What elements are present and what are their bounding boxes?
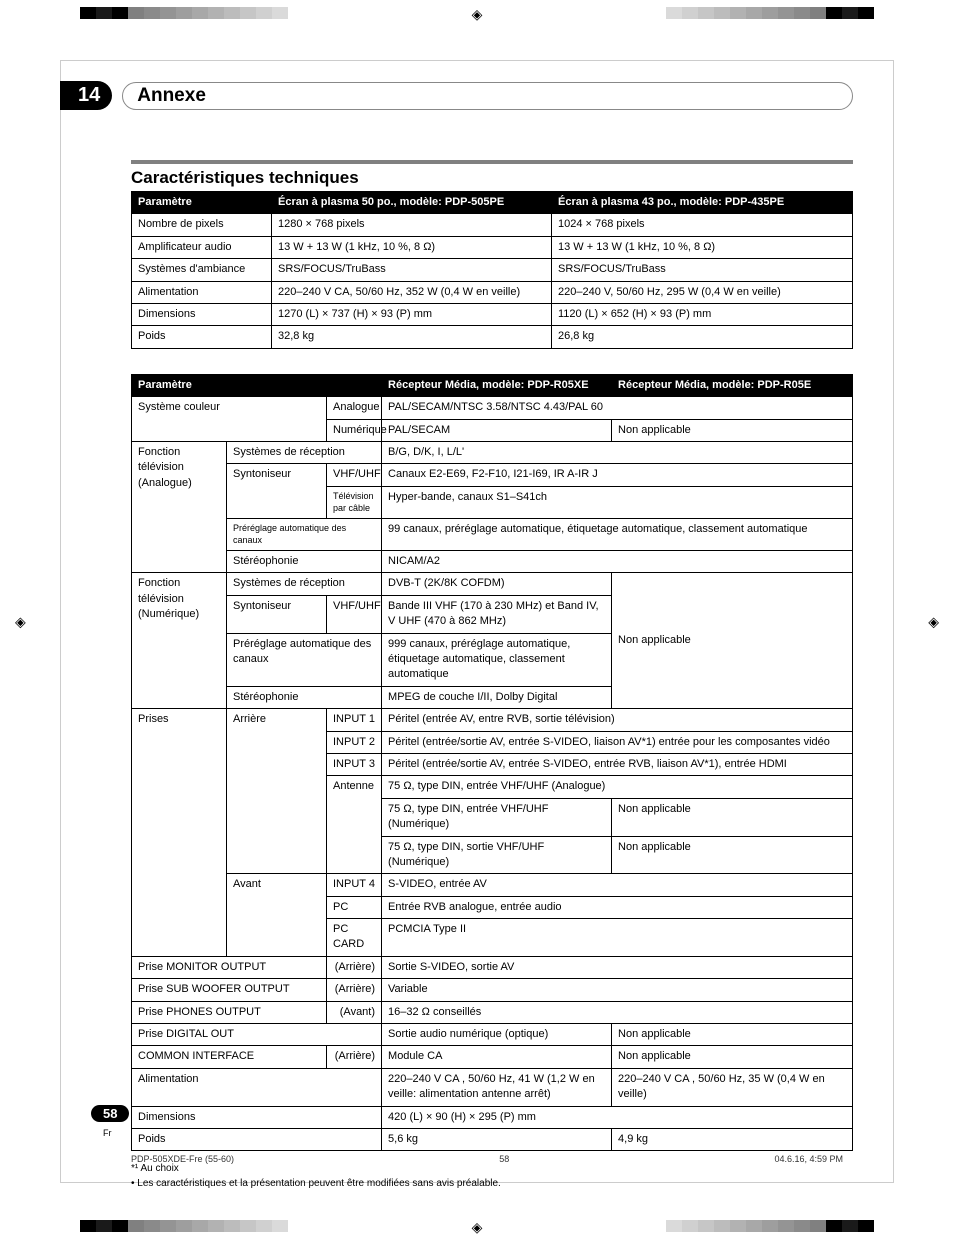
chapter-title: Annexe — [122, 82, 853, 110]
table-header-row: Paramètre Écran à plasma 50 po., modèle:… — [132, 192, 853, 214]
th-param: Paramètre — [132, 374, 382, 396]
footnote-2: • Les caractéristiques et la présentatio… — [131, 1176, 853, 1191]
table-row: Nombre de pixels1280 × 768 pixels1024 × … — [132, 214, 853, 236]
footer-page: 58 — [499, 1154, 509, 1164]
chapter-number: 14 — [60, 81, 112, 110]
table-row: Systèmes d'ambianceSRS/FOCUS/TruBassSRS/… — [132, 259, 853, 281]
th-r05e: Récepteur Média, modèle: PDP-R05E — [612, 374, 853, 396]
spec-table-plasma: Paramètre Écran à plasma 50 po., modèle:… — [131, 191, 853, 349]
side-mark-right: ◈ — [928, 613, 939, 630]
table-row: Dimensions1270 (L) × 737 (H) × 93 (P) mm… — [132, 303, 853, 325]
th-43: Écran à plasma 43 po., modèle: PDP-435PE — [552, 192, 853, 214]
footer-timestamp: 04.6.16, 4:59 PM — [774, 1154, 843, 1164]
chapter-header: 14 Annexe — [61, 81, 853, 110]
table-header-row: Paramètre Récepteur Média, modèle: PDP-R… — [132, 374, 853, 396]
page-number: 58 — [91, 1105, 129, 1122]
doc-id: PDP-505XDE-Fre (55-60) — [131, 1154, 234, 1164]
th-r05xe: Récepteur Média, modèle: PDP-R05XE — [382, 374, 612, 396]
table-row: Alimentation220–240 V CA, 50/60 Hz, 352 … — [132, 281, 853, 303]
table-row: Poids32,8 kg26,8 kg — [132, 326, 853, 348]
th-50: Écran à plasma 50 po., modèle: PDP-505PE — [272, 192, 552, 214]
footnotes: *¹ Au choix • Les caractéristiques et la… — [131, 1161, 853, 1191]
th-param: Paramètre — [132, 192, 272, 214]
section-title: Caractéristiques techniques — [131, 164, 853, 191]
crop-marks-top: ◈ — [0, 0, 954, 30]
language-label: Fr — [103, 1128, 112, 1138]
crop-marks-bottom: ◈ — [0, 1213, 954, 1243]
table-row: Amplificateur audio13 W + 13 W (1 kHz, 1… — [132, 236, 853, 258]
page-frame: 14 Annexe Caractéristiques techniques Pa… — [60, 60, 894, 1183]
side-mark-left: ◈ — [15, 613, 26, 630]
footer-metadata: PDP-505XDE-Fre (55-60) 58 04.6.16, 4:59 … — [131, 1154, 843, 1164]
spec-table-receiver: Paramètre Récepteur Média, modèle: PDP-R… — [131, 374, 853, 1152]
